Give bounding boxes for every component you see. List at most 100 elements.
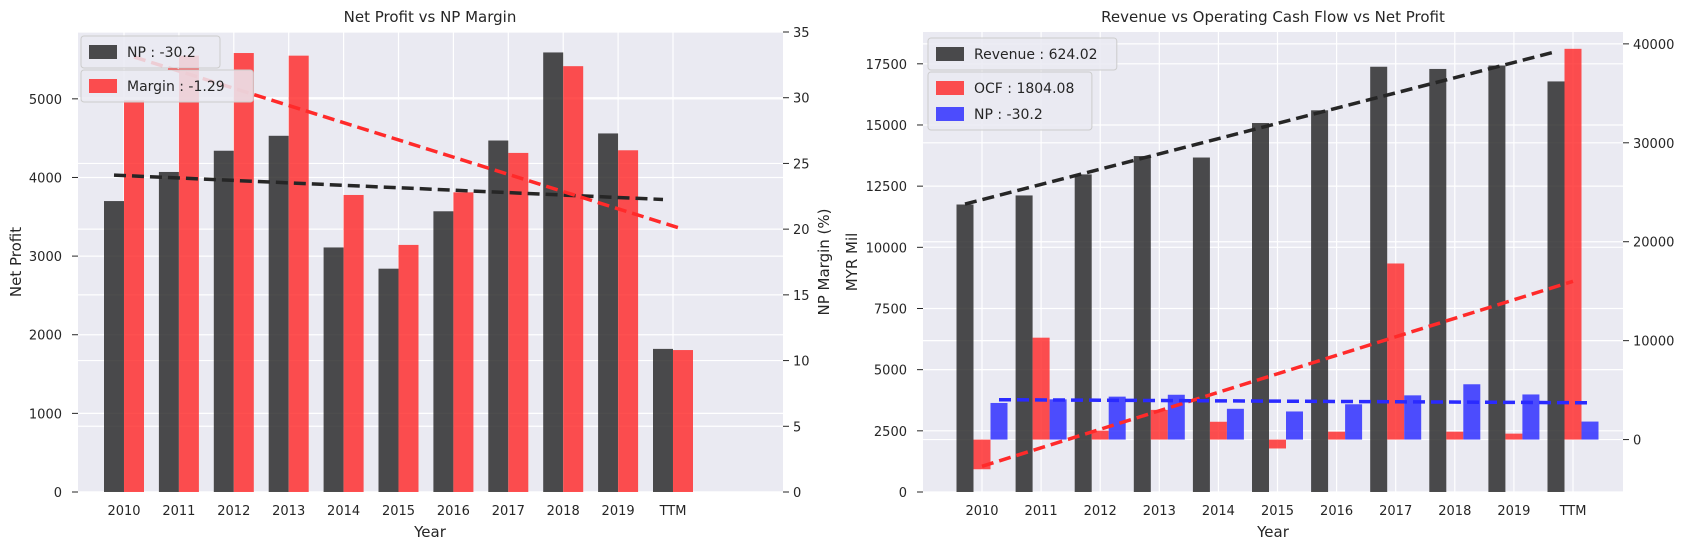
y-tick-label: 0 [54,486,62,501]
x-tick-label: 2018 [1438,504,1471,519]
x-tick-label: 2016 [437,504,470,519]
x-tick-label: 2010 [965,504,998,519]
bar-red-2016 [1328,431,1346,440]
y-tick-label: 7500 [874,302,907,317]
bars [956,48,1599,493]
bar-blue-TTM [1581,421,1599,440]
x-tick-label: 2017 [1379,504,1412,519]
y-right-tick-labels: 0 10000 20000 30000 40000 [1623,38,1674,449]
y-tick-label: 2000 [29,329,62,344]
bar-red-2015 [1269,439,1286,449]
y-tick-label: 15000 [866,119,907,134]
bar-blue-2018 [1463,384,1481,440]
bar-red-2014 [1209,421,1227,440]
legend-label: Margin : -1.29 [127,79,225,95]
legend: Revenue : 624.02 OCF : 1804.08 NP : -30.2 [927,37,1118,131]
legend-box-2 [927,71,1093,131]
bar-red-2017 [508,152,529,492]
bar-red-2019 [618,150,639,493]
bar-black-2010 [956,204,974,492]
legend-label: Revenue : 624.02 [974,47,1098,63]
bar-blue-2019 [1522,394,1540,440]
legend-swatch-black [936,47,964,61]
y-right-tick-label: 15 [793,289,810,304]
bar-black-2017 [1370,66,1388,492]
bar-black-2016 [1311,110,1329,492]
y-tick-labels: 0 2500 5000 7500 10000 12500 15000 17500 [866,58,923,501]
y-tick-label: 10000 [866,241,907,256]
x-tick-label: 2016 [1320,504,1353,519]
x-axis-label: Year [413,523,447,541]
bar-red-TTM [673,350,693,492]
y-right-tick-label: 20000 [1633,236,1674,251]
y-tick-label: 5000 [29,93,62,108]
y-tick-label: 1000 [29,407,62,422]
x-tick-label: 2015 [1261,504,1294,519]
y-right-tick-label: 40000 [1633,38,1674,53]
y-right-tick-label: 0 [793,486,801,501]
legend-box-2 [80,69,254,103]
bar-red-2018 [1446,431,1464,440]
bar-red-2013 [288,55,309,493]
bar-black-2015 [1252,123,1269,493]
y-right-tick-label: 20 [793,223,810,238]
x-axis-label: Year [1256,523,1290,541]
trend-line-blue [998,397,1591,405]
bars [104,52,693,493]
y-right-axis-label: NP Margin (%) [815,209,833,316]
x-tick-label: 2014 [1202,504,1235,519]
y-axis-label: Net Profit [7,227,25,297]
bar-red-2011 [178,55,199,493]
bar-blue-2012 [1108,396,1126,440]
y-tick-labels: 0 1000 2000 3000 4000 5000 [29,93,78,501]
y-right-tick-label: 30000 [1633,137,1674,152]
y-tick-label: 4000 [29,171,62,186]
bar-blue-2015 [1286,411,1303,440]
chart-revenue-ocf-np: 2010 2011 2012 2013 2014 2015 2016 2017 2018 2019… [843,8,1674,541]
bar-red-2012 [1091,430,1109,440]
bar-blue-2017 [1404,395,1422,440]
bar-black-2014 [323,247,344,492]
x-tick-label: 2017 [492,504,525,519]
y-right-tick-label: 5 [793,420,801,435]
bar-black-2018 [1429,68,1447,492]
legend-swatch-red [936,81,964,95]
bar-blue-2011 [1049,399,1067,440]
x-tick-label: 2013 [272,504,305,519]
y-right-tick-label: 10 [793,355,810,370]
bar-black-2010 [104,201,124,493]
x-tick-label: 2011 [1025,504,1058,519]
legend-box-1 [927,37,1118,71]
trend-line-black [964,49,1557,206]
bar-black-2013 [268,135,289,493]
bar-black-2015 [378,268,399,492]
x-tick-label: 2011 [162,504,195,519]
chart-net-profit-margin: 2010 2011 2012 2013 2014 2015 2016 2017 2018 2019… [7,8,833,541]
bar-black-2011 [158,171,179,492]
bar-black-2019 [598,133,619,492]
y-right-tick-labels: 0 5 10 15 20 25 30 35 [783,26,810,501]
y-tick-label: 2500 [874,425,907,440]
bar-black-2013 [1133,156,1151,492]
x-tick-label: 2019 [1497,504,1530,519]
legend-swatch-blue [936,107,964,121]
y-right-tick-label: 30 [793,92,810,107]
legend-label: OCF : 1804.08 [974,81,1074,97]
bar-black-2012 [213,150,234,492]
x-tick-label: TTM [1559,504,1587,519]
bar-blue-2016 [1345,404,1363,440]
x-tick-label: 2014 [327,504,360,519]
x-tick-labels: 2010 2011 2012 2013 2014 2015 2016 2017 2018 2019… [965,504,1586,519]
x-tick-label: 2015 [382,504,415,519]
bar-blue-2010 [990,402,1008,440]
trend-lines [964,49,1591,468]
x-tick-label: TTM [659,504,687,519]
y-right-tick-label: 25 [793,157,810,172]
y-tick-label: 3000 [29,250,62,265]
y-right-tick-label: 10000 [1633,335,1674,350]
bar-red-TTM [1564,48,1582,440]
bar-black-2011 [1015,195,1033,492]
x-tick-label: 2013 [1143,504,1176,519]
bar-red-2018 [563,66,584,493]
x-tick-label: 2018 [547,504,580,519]
